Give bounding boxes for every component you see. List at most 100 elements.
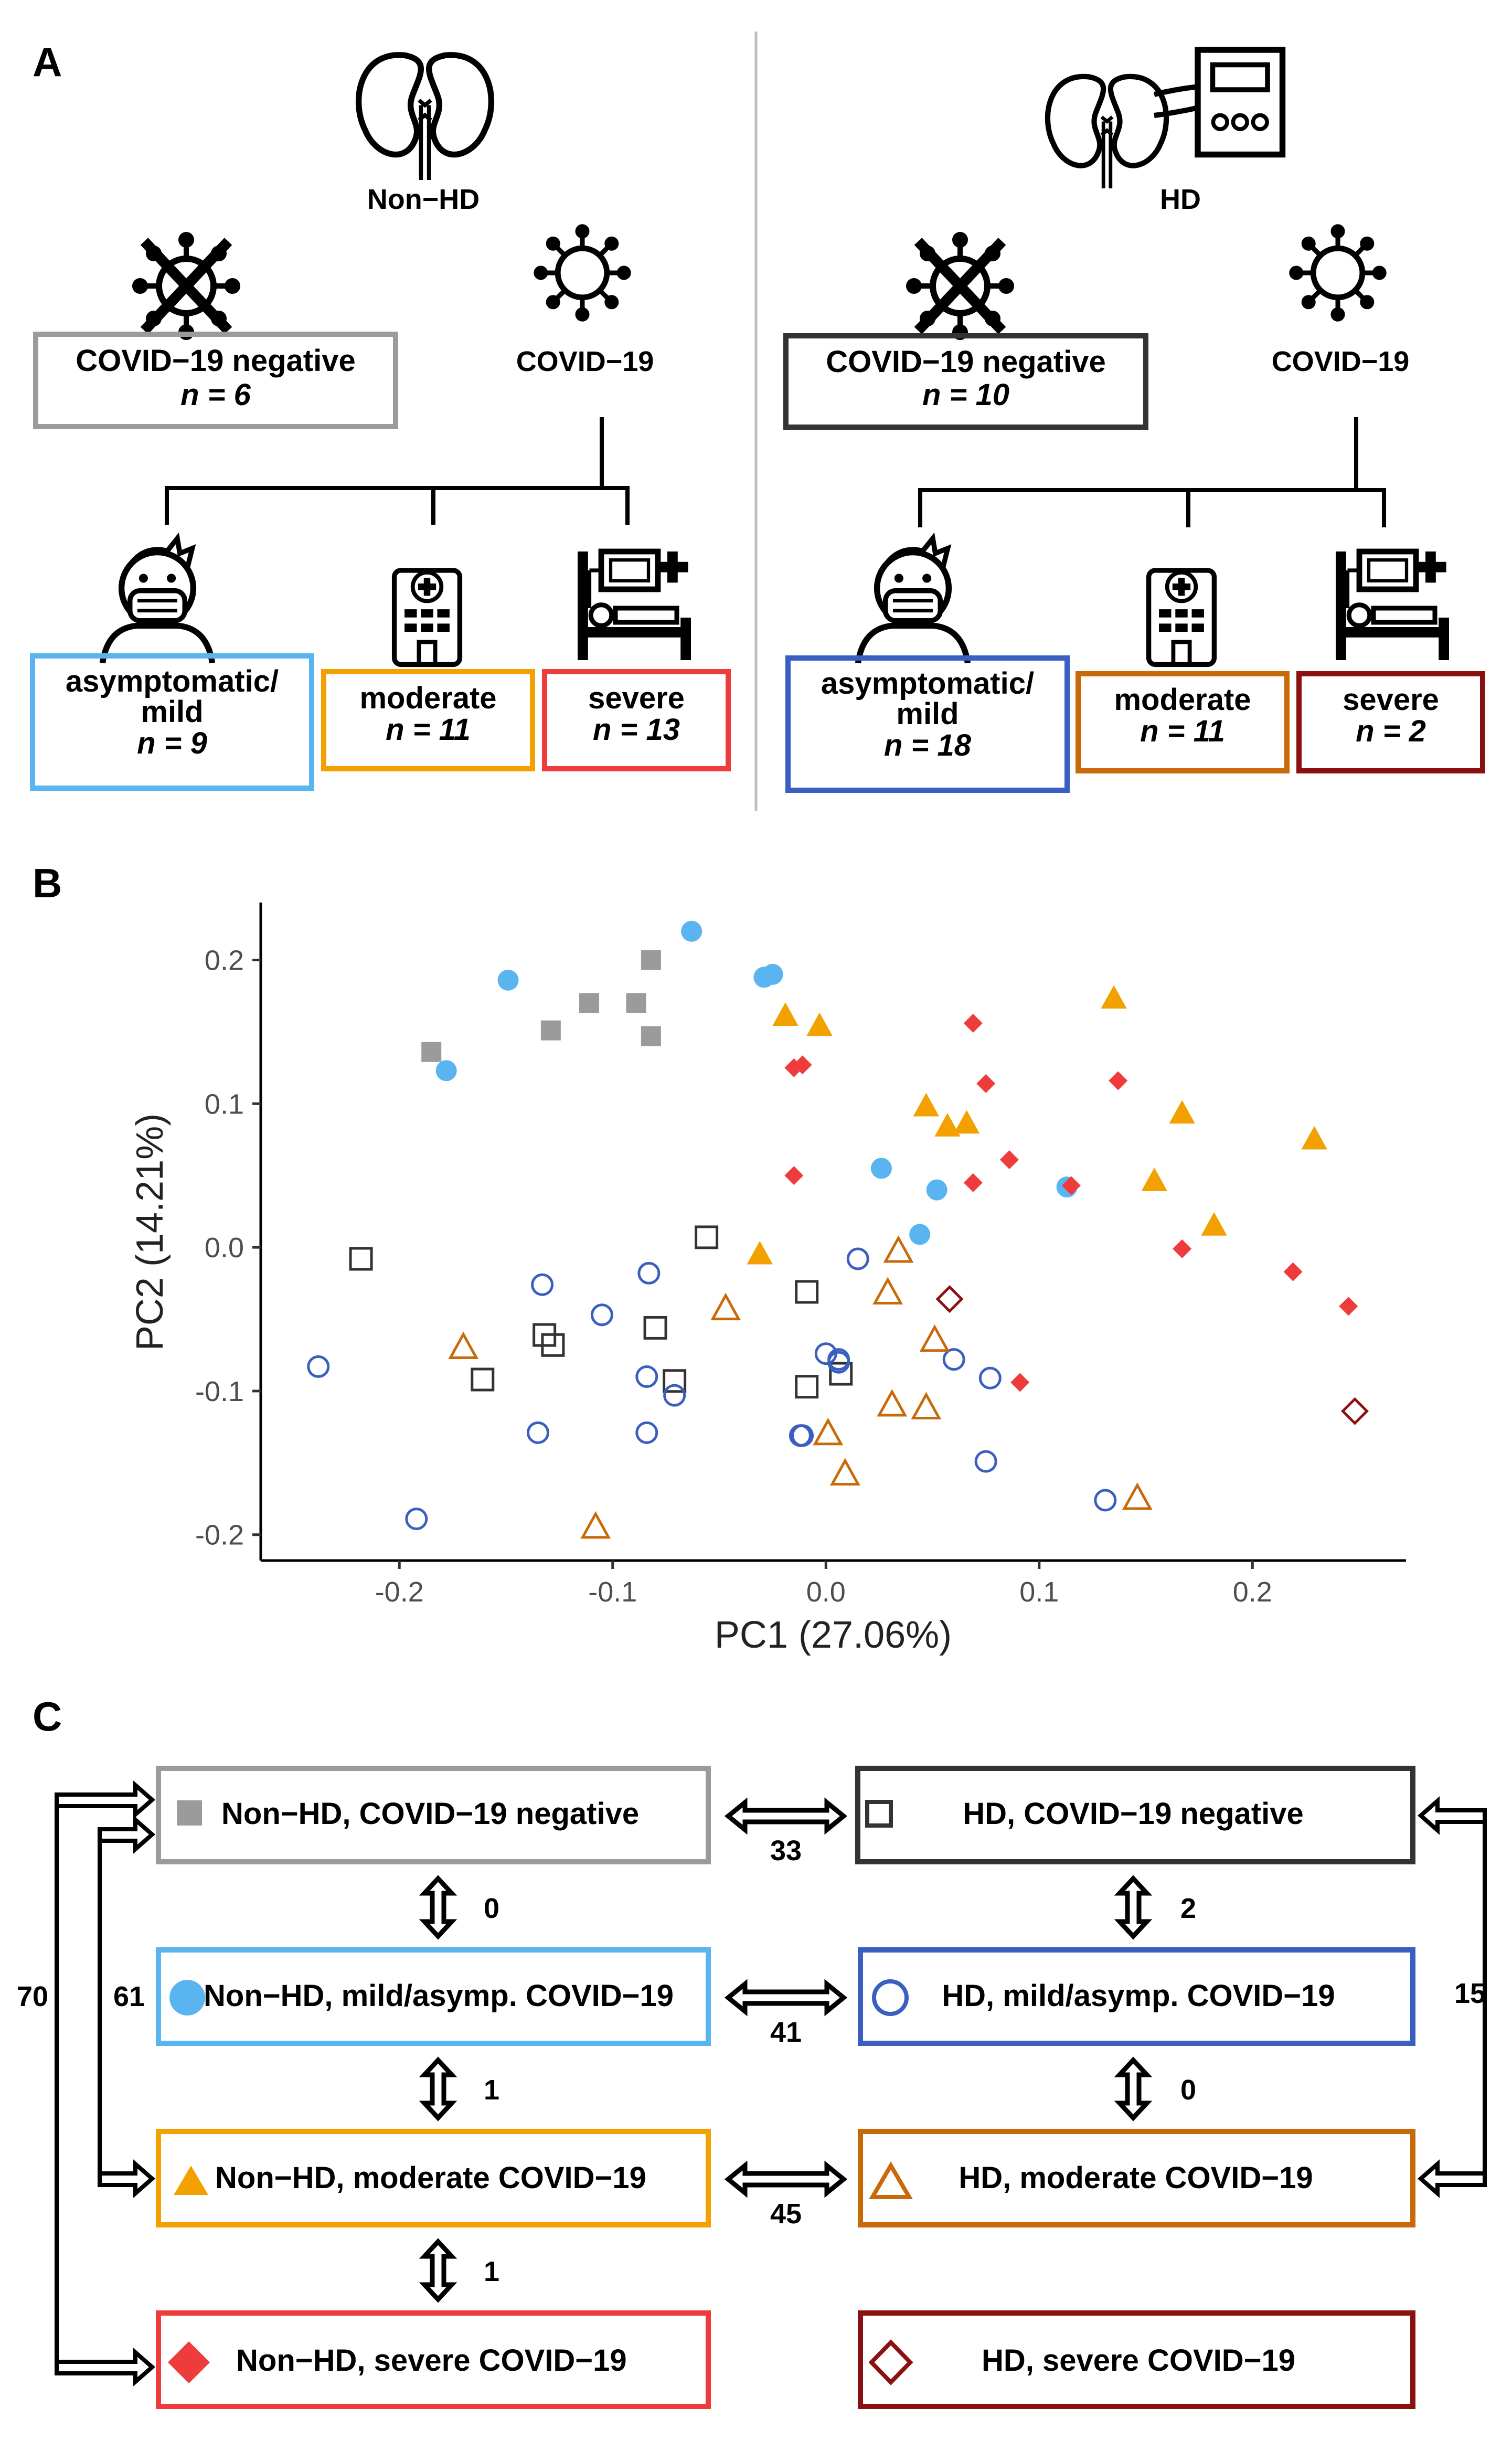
nonhd-moderate-n: n = 11 <box>386 713 471 747</box>
pca-scatter-plot: -0.2 -0.1 0.0 0.1 0.2 -0.2 -0.1 0.0 0.1 0.2 PC1 … <box>129 903 1406 1656</box>
data-point-circle-open <box>978 1366 1002 1389</box>
open-diamond-marker <box>868 2339 913 2385</box>
hd-severe-label: severe <box>1343 683 1439 717</box>
data-point-triangle-open <box>919 1324 950 1352</box>
data-point-diamond-filled <box>976 1074 996 1093</box>
data-point-square-open <box>795 1375 819 1399</box>
hd-moderate-label: moderate <box>1114 683 1251 717</box>
panel-b-letter: B <box>33 860 62 906</box>
y-ticks: -0.2 -0.1 0.0 0.1 0.2 <box>195 945 261 1551</box>
dialysis-tubes <box>1153 84 1200 118</box>
data-point-triangle-filled <box>1101 985 1127 1009</box>
data-point-diamond-filled <box>784 1166 804 1185</box>
nonhd-severe-n: n = 13 <box>593 713 680 747</box>
data-point-circle-filled <box>681 920 702 942</box>
nonhd-mild-label2: mild <box>141 695 203 729</box>
nonhd-neg-label: COVID−19 negative <box>76 344 356 378</box>
hd-severe-n: n = 2 <box>1356 714 1426 748</box>
kidney-icon <box>359 55 492 180</box>
data-point-circle-open <box>789 1424 812 1447</box>
x-tick-label: -0.2 <box>375 1576 424 1608</box>
data-point-diamond-open <box>935 1285 964 1313</box>
data-point-circle-open <box>942 1348 965 1371</box>
nonhd-mild-node: Non−HD, mild/asymp. COVID−19 <box>156 1947 711 2046</box>
data-point-diamond-filled <box>963 1013 983 1033</box>
data-point-diamond-filled <box>1339 1297 1358 1316</box>
double-arrow-mild <box>724 1979 848 2017</box>
nonhd-covid-label: COVID−19 <box>516 346 654 377</box>
data-point-square-open <box>471 1367 495 1392</box>
data-point-diamond-filled <box>963 1173 983 1192</box>
data-point-triangle-open <box>872 1277 903 1304</box>
person-mask-icon <box>858 538 968 663</box>
data-point-circle-open <box>590 1303 613 1327</box>
side-bracket-arrows <box>55 1780 1487 2386</box>
data-point-circle-open <box>405 1508 428 1531</box>
hd-moderate-box <box>1076 671 1290 773</box>
nonhd-neg-box <box>33 332 398 429</box>
nonhd-moderate-label: moderate <box>359 681 496 715</box>
nonhd-mild-label1: asymptomatic/ <box>66 664 279 698</box>
data-point-triangle-filled <box>1201 1212 1227 1236</box>
data-point-diamond-filled <box>1283 1262 1303 1281</box>
virus-crossed-icon <box>909 235 1011 337</box>
data-points <box>307 920 1369 1539</box>
nonhd-severe-node: Non−HD, severe COVID−19 <box>156 2310 711 2409</box>
hd-title: HD <box>1160 184 1201 215</box>
arrow-to-hd-moderate <box>1417 2159 1487 2198</box>
count-nonhd-mild-moderate: 1 <box>484 2074 499 2106</box>
count-neg-pair: 33 <box>770 1835 802 1866</box>
hd-mild-node: HD, mild/asymp. COVID−19 <box>858 1947 1415 2046</box>
vdouble-arrow-hd-neg-mild <box>1114 1875 1153 1940</box>
data-point-square-open <box>829 1362 853 1386</box>
data-point-triangle-open <box>580 1511 611 1539</box>
x-tick-label: -0.1 <box>588 1576 637 1608</box>
data-point-square-open <box>695 1225 719 1249</box>
data-point-circle-filled <box>497 969 519 991</box>
x-ticks: -0.2 -0.1 0.0 0.1 0.2 <box>375 1561 1272 1608</box>
filled-square-marker <box>177 1800 202 1826</box>
nonhd-moderate-node-label: Non−HD, moderate COVID−19 <box>215 2161 646 2195</box>
nonhd-mild-node-label: Non−HD, mild/asymp. COVID−19 <box>204 1979 674 2013</box>
data-point-square-open <box>795 1280 819 1304</box>
data-point-square-open <box>541 1333 565 1357</box>
hd-severe-box <box>1296 671 1485 773</box>
data-point-diamond-filled <box>1173 1239 1192 1258</box>
data-point-square-filled <box>641 950 661 970</box>
data-point-circle-open <box>531 1273 554 1296</box>
data-point-triangle-filled <box>913 1092 940 1117</box>
vdouble-arrow-nonhd-moderate-severe <box>419 2238 457 2303</box>
count-moderate-pair: 45 <box>770 2198 802 2230</box>
person-mask-icon <box>103 538 212 663</box>
data-point-circle-open <box>635 1365 658 1388</box>
nonhd-neg-n: n = 6 <box>180 378 251 412</box>
count-hd-mild-moderate: 0 <box>1180 2074 1196 2106</box>
data-point-circle-open <box>827 1348 850 1371</box>
hd-mild-n: n = 18 <box>884 728 972 762</box>
count-nonhd-moderate-severe: 1 <box>484 2256 499 2287</box>
data-point-diamond-filled <box>999 1150 1019 1170</box>
hd-neg-box <box>783 333 1148 430</box>
nonhd-title: Non−HD <box>367 184 480 215</box>
data-point-circle-filled <box>909 1224 931 1245</box>
data-point-circle-filled <box>762 963 783 985</box>
x-axis-title: PC1 (27.06%) <box>715 1614 952 1656</box>
data-point-triangle-open <box>813 1417 844 1446</box>
vdouble-arrow-hd-mild-moderate <box>1114 2056 1153 2121</box>
data-point-triangle-filled <box>772 1002 798 1026</box>
data-point-square-open <box>349 1247 373 1271</box>
virus-icon <box>1292 227 1384 319</box>
data-point-diamond-filled <box>1010 1373 1030 1392</box>
data-point-square-filled <box>641 1026 661 1046</box>
count-hd-neg-moderate: 15 <box>1454 1978 1486 2009</box>
data-point-diamond-filled <box>784 1058 804 1077</box>
kidney-icon <box>1048 77 1166 188</box>
horizontal-arrows <box>724 1797 848 2198</box>
data-point-triangle-filled <box>953 1110 980 1134</box>
data-point-diamond-filled <box>1109 1071 1128 1090</box>
data-point-triangle-filled <box>1141 1168 1168 1191</box>
count-nonhd-neg-mild: 0 <box>484 1893 499 1924</box>
hd-neg-label: COVID−19 negative <box>826 345 1106 379</box>
vertical-arrows <box>419 1875 1153 2303</box>
